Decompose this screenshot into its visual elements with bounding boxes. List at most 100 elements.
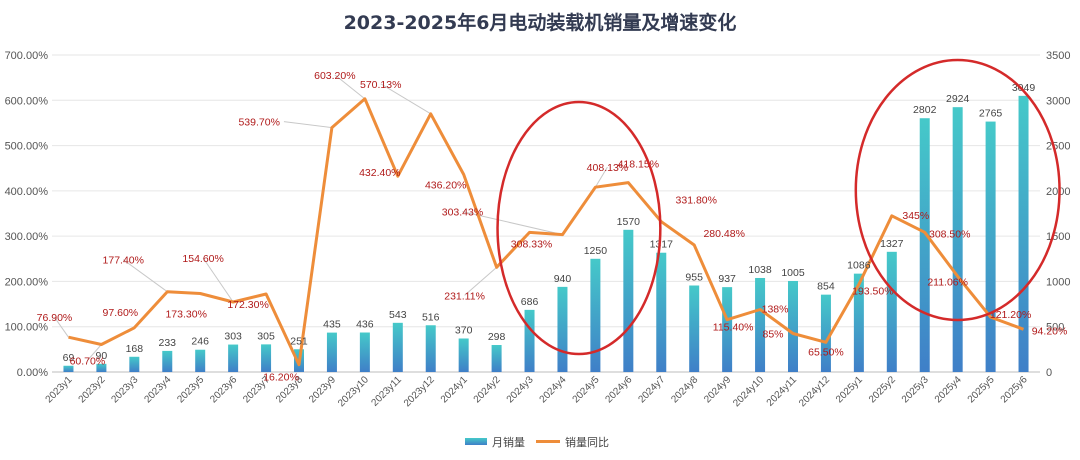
bar-label: 1570 — [617, 216, 641, 228]
line-label: 603.20% — [314, 70, 355, 82]
bar-label: 516 — [422, 311, 440, 323]
x-tick: 2025y6 — [999, 374, 1030, 405]
x-tick: 2023y1 — [44, 374, 75, 405]
leader-line — [202, 257, 234, 303]
x-tick: 2025y3 — [900, 374, 931, 405]
x-tick: 2024y10 — [731, 374, 766, 409]
line-label: 308.50% — [929, 228, 970, 240]
bar-label: 686 — [521, 296, 539, 308]
yoy-line — [68, 97, 1025, 367]
bar-label: 1005 — [781, 267, 805, 279]
line-label: 154.60% — [182, 253, 223, 265]
x-tick: 2025y5 — [966, 374, 997, 405]
line-label: 115.40% — [713, 322, 754, 334]
bar-2024y4 — [557, 286, 568, 372]
right-axis-tick: 3500 — [1046, 50, 1070, 62]
bar-2024y6 — [623, 229, 634, 372]
left-axis-tick: 500.00% — [5, 141, 49, 153]
legend-bar-swatch — [465, 438, 487, 445]
bar-2024y7 — [656, 252, 667, 372]
x-tick: 2024y9 — [702, 374, 733, 405]
x-tick: 2023y6 — [208, 374, 239, 405]
bar-label: 251 — [290, 335, 308, 347]
leader-line — [334, 74, 366, 100]
left-axis: 0.00% 100.00% 200.00% 300.00% 400.00% 500.00%… — [5, 50, 49, 379]
bar-2024y1 — [458, 338, 469, 372]
highlight-ellipse — [496, 100, 662, 356]
line-labels: 76.90% 60.70% 97.60% 177.40% 173.30% 154.60% 1… — [37, 70, 1068, 384]
bar-label: 1327 — [880, 238, 904, 250]
right-axis-tick: 3000 — [1046, 95, 1070, 107]
leader-line — [122, 259, 168, 293]
left-axis-tick: 0.00% — [17, 367, 48, 379]
x-tick: 2024y8 — [669, 374, 700, 405]
bar-2024y3 — [524, 309, 535, 372]
bar-label: 2765 — [979, 108, 1003, 120]
legend-bar-label: 月销量 — [492, 435, 525, 449]
leader-lines — [54, 74, 608, 361]
line-label: 94.20% — [1032, 325, 1068, 337]
bar-label: 937 — [718, 273, 736, 285]
legend-line-label: 销量同比 — [565, 435, 609, 449]
leader-line — [380, 83, 431, 115]
bar-2025y2 — [886, 251, 897, 372]
bar-2023y5 — [195, 349, 206, 372]
bar-2024y12 — [820, 294, 831, 372]
line-label: 308.33% — [511, 238, 552, 250]
bar-2023y9 — [326, 332, 337, 372]
bar-label: 436 — [356, 319, 374, 331]
leader-line — [87, 344, 102, 361]
left-axis-tick: 600.00% — [5, 95, 49, 107]
line-label: 570.13% — [360, 79, 401, 91]
bar-label: 2924 — [946, 93, 970, 105]
right-axis-tick: 500 — [1046, 322, 1064, 334]
bar-2025y3 — [919, 118, 930, 372]
line-label: 331.80% — [676, 195, 717, 207]
annotations — [496, 58, 1061, 356]
bar-2025y5 — [985, 121, 996, 372]
right-axis-tick: 1500 — [1046, 231, 1070, 243]
leader-line — [54, 316, 69, 338]
line-label: 65.50% — [808, 346, 844, 358]
bar-label: 543 — [389, 309, 407, 321]
x-tick: 2024y4 — [538, 374, 569, 405]
bar-2023y3 — [129, 356, 140, 372]
x-tick: 2023y9 — [307, 374, 338, 405]
x-tick: 2024y1 — [439, 374, 470, 405]
bar-label: 1086 — [847, 260, 871, 272]
right-axis: 0 500 1000 1500 2000 2500 3000 3500 — [1046, 50, 1070, 379]
line-label: 418.15% — [618, 159, 659, 171]
bar-label: 955 — [685, 272, 703, 284]
line-label: 211.06% — [927, 276, 968, 288]
x-tick: 2025y2 — [867, 374, 898, 405]
bar-2023y10 — [359, 332, 370, 372]
gridlines — [52, 54, 1040, 373]
bar-2024y2 — [491, 345, 502, 372]
left-axis-tick: 100.00% — [5, 322, 49, 334]
bar-label: 370 — [455, 324, 473, 336]
line-label: 432.40% — [359, 167, 400, 179]
x-tick: 2024y2 — [472, 374, 503, 405]
x-tick: 2023y3 — [109, 374, 140, 405]
bar-label: 233 — [159, 337, 177, 349]
bar-label: 854 — [817, 281, 835, 293]
bar-series — [63, 95, 1029, 373]
bar-2023y11 — [392, 322, 403, 372]
bar-2025y1 — [853, 273, 864, 372]
line-label: 76.90% — [37, 312, 73, 324]
bar-label: 940 — [554, 273, 572, 285]
left-axis-tick: 300.00% — [5, 231, 49, 243]
bar-label: 1250 — [584, 245, 608, 257]
left-axis-tick: 200.00% — [5, 276, 49, 288]
line-label: 138% — [762, 304, 789, 316]
x-tick: 2023y5 — [175, 374, 206, 405]
bar-label: 1038 — [748, 264, 772, 276]
x-tick: 2024y3 — [505, 374, 536, 405]
bar-2024y11 — [788, 280, 798, 372]
bar-label: 2802 — [913, 104, 937, 116]
x-tick: 2024y7 — [636, 374, 667, 405]
bar-label: 305 — [257, 330, 275, 342]
line-label: 408.13% — [587, 162, 628, 174]
bar-label: 69 — [63, 352, 75, 364]
